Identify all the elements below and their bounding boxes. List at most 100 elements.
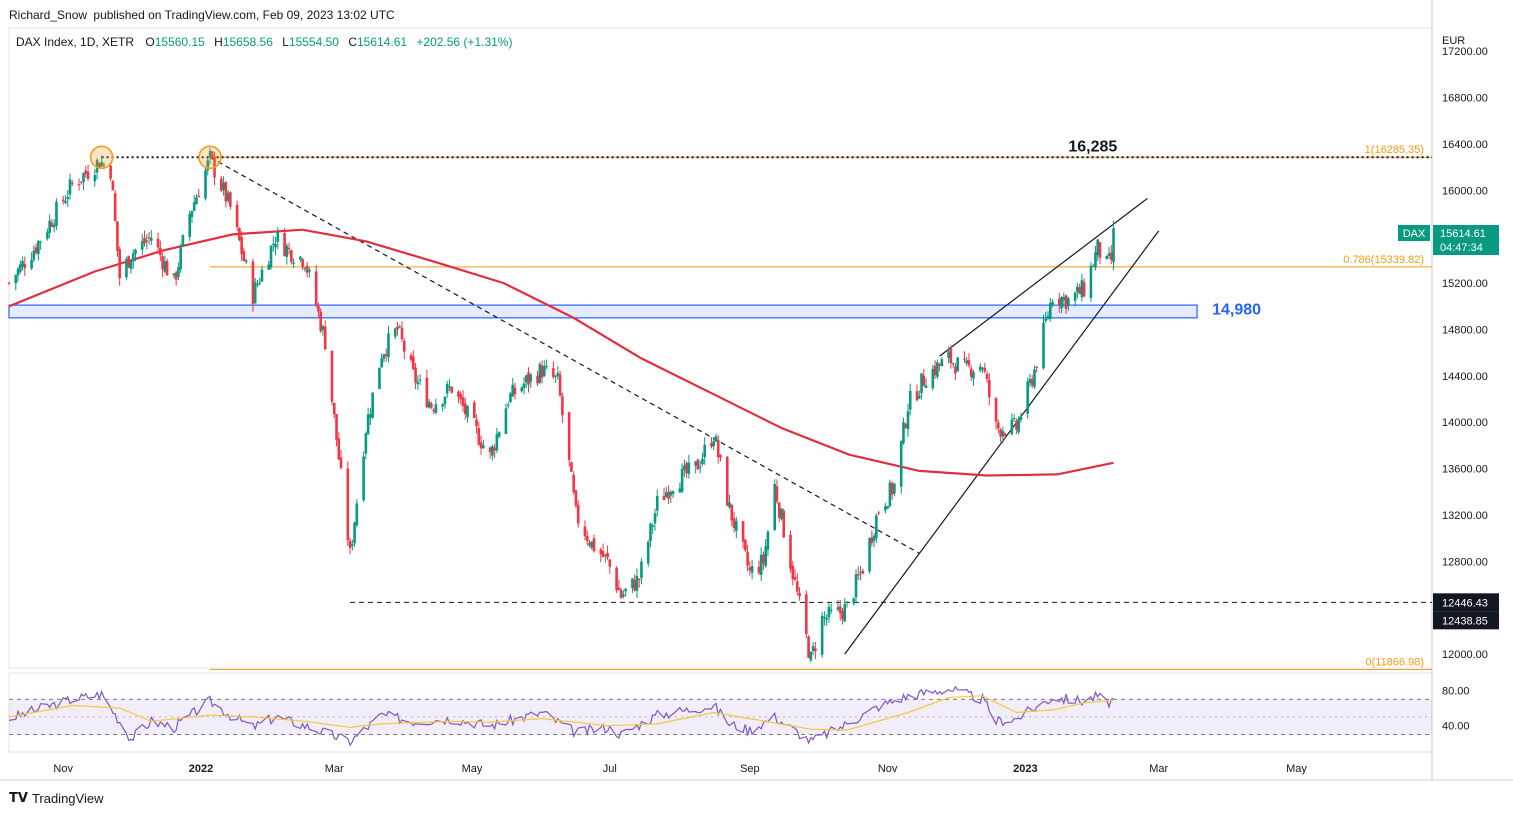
candle-body xyxy=(777,502,781,518)
candle-body xyxy=(321,326,325,330)
candle-body xyxy=(319,311,323,332)
candle-body xyxy=(1105,255,1109,259)
candle-body xyxy=(552,368,555,377)
candle-body xyxy=(540,365,544,378)
candle-body xyxy=(725,456,729,506)
candle-body xyxy=(805,594,808,634)
price-tick-label: 13200.00 xyxy=(1442,510,1488,522)
candle-body xyxy=(235,204,239,227)
candle-body xyxy=(229,192,232,207)
time-tick-label: Jul xyxy=(603,763,617,775)
candle-body xyxy=(488,447,492,453)
candle-body xyxy=(906,411,910,430)
candle-body xyxy=(924,385,928,389)
candle-body xyxy=(308,269,311,272)
candle-body xyxy=(1051,301,1054,306)
candle-body xyxy=(86,171,90,179)
last-price-tag: DAX 15614.61 04:47:34 xyxy=(1398,225,1499,256)
price-tag-countdown: 04:47:34 xyxy=(1440,242,1483,254)
candle-body xyxy=(893,483,896,494)
candle-body xyxy=(323,326,327,350)
candle-body xyxy=(671,491,675,494)
candle-body xyxy=(922,375,926,387)
candle-body xyxy=(1026,381,1029,414)
candle-body xyxy=(592,538,596,552)
candle-body xyxy=(197,195,201,198)
candle-body xyxy=(845,601,849,603)
candle-body xyxy=(427,401,431,408)
candle-body xyxy=(109,165,112,179)
publish-info: published on TradingView.com, Feb 09, 20… xyxy=(93,8,395,22)
price-tag-value: 15614.61 xyxy=(1440,228,1486,240)
candle-body xyxy=(798,592,801,597)
candle-body xyxy=(1064,295,1068,309)
candle-body xyxy=(1046,316,1050,319)
candle-body xyxy=(240,237,243,254)
candle-body xyxy=(949,348,953,364)
candle-body xyxy=(1112,228,1115,263)
ohlc-legend: DAX Index, 1D, XETR O15560.15 H15658.56 … xyxy=(16,35,518,49)
candle-body xyxy=(50,222,54,227)
swing-high-circle xyxy=(89,145,114,170)
candle-body xyxy=(479,442,483,449)
rsi-line xyxy=(8,685,1114,747)
tradingview-footer[interactable]: TV TradingView xyxy=(9,791,103,806)
candle-body xyxy=(220,178,223,191)
candle-body xyxy=(95,159,99,173)
candle-body xyxy=(687,462,691,474)
open-label: O xyxy=(145,35,155,49)
time-tick-label: Nov xyxy=(878,763,898,775)
candle-body xyxy=(694,461,697,466)
price-tick-label: 12000.00 xyxy=(1442,649,1488,661)
candle-body xyxy=(1035,366,1039,368)
candle-body xyxy=(242,251,246,261)
candle-body xyxy=(1094,252,1097,268)
candle-body xyxy=(585,535,589,542)
candle-body xyxy=(1078,287,1081,294)
candle-body xyxy=(938,363,941,366)
candle-body xyxy=(382,354,386,359)
candle-body xyxy=(77,184,81,186)
candle-body xyxy=(764,546,767,566)
candle-body xyxy=(696,459,700,470)
candle-body xyxy=(529,374,533,382)
candle-body xyxy=(1062,297,1066,301)
candle-body xyxy=(931,368,935,389)
candle-body xyxy=(1091,265,1095,267)
candle-body xyxy=(951,363,955,365)
candle-body xyxy=(210,151,214,159)
candle-body xyxy=(195,197,198,205)
candle-body xyxy=(118,249,121,279)
candle-body xyxy=(506,404,510,406)
candle-body xyxy=(37,241,40,255)
candle-body xyxy=(622,594,625,597)
candle-body xyxy=(604,554,607,556)
candle-body xyxy=(987,379,991,398)
candle-body xyxy=(290,250,293,263)
candle-body xyxy=(997,422,1000,429)
tradingview-brand: TradingView xyxy=(31,791,104,806)
candle-body xyxy=(730,504,734,521)
candle-body xyxy=(795,581,799,592)
candle-body xyxy=(353,522,356,544)
candle-body xyxy=(744,539,747,551)
candle-body xyxy=(841,610,844,620)
candle-body xyxy=(224,182,228,202)
candle-body xyxy=(491,446,494,456)
price-tick-label: 15200.00 xyxy=(1442,278,1488,290)
candle-body xyxy=(127,256,131,268)
price-tick-label: 16000.00 xyxy=(1442,185,1488,197)
candle-body xyxy=(545,365,548,367)
candle-body xyxy=(746,551,749,566)
candle-body xyxy=(646,541,650,564)
candle-body xyxy=(317,306,320,312)
symbol-tag-text: DAX xyxy=(1403,228,1426,240)
candle-body xyxy=(134,249,137,254)
candle-body xyxy=(398,326,402,328)
candle-body xyxy=(1082,282,1086,297)
candle-body xyxy=(1028,378,1032,383)
candle-body xyxy=(145,240,149,242)
candle-body xyxy=(32,250,36,260)
price-tick-label: 16800.00 xyxy=(1442,93,1488,105)
